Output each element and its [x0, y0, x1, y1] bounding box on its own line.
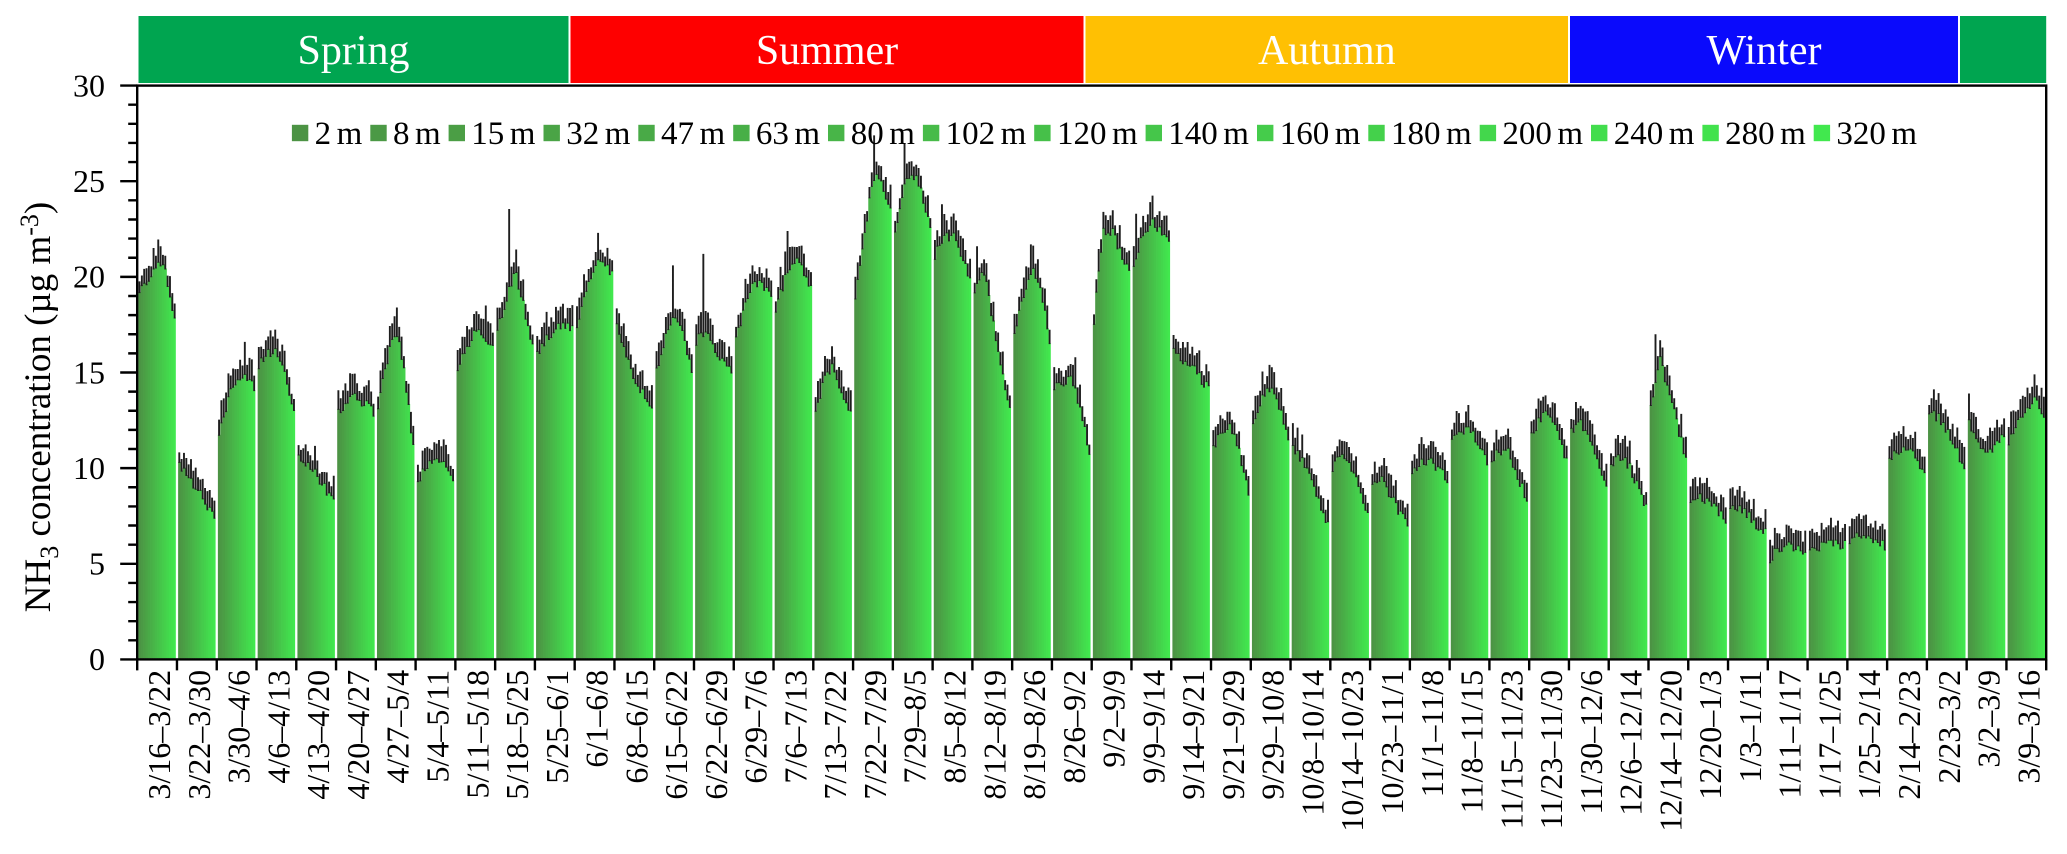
svg-text:9/21–9/29: 9/21–9/29 — [1215, 670, 1251, 800]
svg-text:11/1–11/8: 11/1–11/8 — [1414, 670, 1450, 797]
svg-text:6/15–6/22: 6/15–6/22 — [658, 670, 694, 800]
svg-text:1/17–1/25: 1/17–1/25 — [1812, 670, 1848, 800]
svg-text:32m: 32 m — [566, 116, 631, 152]
svg-text:4/20–4/27: 4/20–4/27 — [340, 670, 376, 800]
svg-text:NH3 concentration (µg m-3): NH3 concentration (µg m-3) — [15, 202, 64, 612]
svg-text:8m: 8m — [393, 116, 441, 152]
svg-text:4/6–4/13: 4/6–4/13 — [260, 670, 296, 784]
svg-text:1/25–2/14: 1/25–2/14 — [1851, 670, 1887, 800]
svg-text:30: 30 — [73, 67, 105, 103]
svg-text:6/1–6/8: 6/1–6/8 — [579, 670, 615, 768]
svg-text:80m: 80 m — [851, 116, 916, 152]
svg-text:5: 5 — [89, 546, 105, 582]
svg-text:7/29–8/5: 7/29–8/5 — [897, 670, 933, 784]
svg-text:12/6–12/14: 12/6–12/14 — [1613, 670, 1649, 816]
svg-text:Winter: Winter — [1707, 28, 1822, 74]
svg-text:25: 25 — [73, 163, 105, 199]
svg-text:11/23–11/30: 11/23–11/30 — [1533, 670, 1569, 829]
svg-text:3/22–3/30: 3/22–3/30 — [181, 670, 217, 800]
svg-text:5/4–5/11: 5/4–5/11 — [420, 670, 456, 783]
svg-text:10: 10 — [73, 450, 105, 486]
svg-text:10/14–10/23: 10/14–10/23 — [1334, 670, 1370, 832]
svg-text:11/8–11/15: 11/8–11/15 — [1454, 670, 1490, 813]
svg-text:Spring: Spring — [297, 28, 409, 74]
svg-text:6/8–6/15: 6/8–6/15 — [618, 670, 654, 784]
svg-text:2/23–3/2: 2/23–3/2 — [1931, 670, 1967, 784]
svg-text:9/9–9/14: 9/9–9/14 — [1135, 670, 1171, 784]
svg-text:15: 15 — [73, 354, 105, 390]
svg-text:2m: 2m — [315, 116, 363, 152]
svg-text:3/16–3/22: 3/16–3/22 — [141, 670, 177, 800]
svg-text:12/20–1/3: 12/20–1/3 — [1692, 670, 1728, 800]
svg-text:10/8–10/14: 10/8–10/14 — [1294, 670, 1330, 816]
svg-text:11/30–12/6: 11/30–12/6 — [1573, 670, 1609, 815]
svg-text:47m: 47 m — [661, 116, 726, 152]
svg-text:10/23–11/1: 10/23–11/1 — [1374, 670, 1410, 815]
svg-text:6/22–6/29: 6/22–6/29 — [698, 670, 734, 800]
svg-text:4/13–4/20: 4/13–4/20 — [300, 670, 336, 800]
svg-text:9/2–9/9: 9/2–9/9 — [1096, 670, 1132, 768]
svg-text:8/5–8/12: 8/5–8/12 — [937, 670, 973, 784]
svg-text:7/6–7/13: 7/6–7/13 — [777, 670, 813, 784]
svg-text:8/26–9/2: 8/26–9/2 — [1056, 670, 1092, 784]
svg-text:7/22–7/29: 7/22–7/29 — [857, 670, 893, 800]
svg-text:0: 0 — [89, 641, 105, 677]
svg-text:Autumn: Autumn — [1258, 28, 1396, 74]
svg-text:9/14–9/21: 9/14–9/21 — [1175, 670, 1211, 800]
svg-text:1/3–1/11: 1/3–1/11 — [1732, 670, 1768, 783]
svg-text:20: 20 — [73, 259, 105, 295]
svg-text:4/27–5/4: 4/27–5/4 — [380, 670, 416, 784]
svg-text:15m: 15 m — [471, 116, 536, 152]
svg-text:6/29–7/6: 6/29–7/6 — [738, 670, 774, 784]
svg-text:3/9–3/16: 3/9–3/16 — [2010, 670, 2046, 784]
svg-text:Summer: Summer — [756, 28, 898, 74]
svg-text:3/2–3/9: 3/2–3/9 — [1971, 670, 2007, 768]
svg-text:9/29–10/8: 9/29–10/8 — [1255, 670, 1291, 800]
svg-text:3/30–4/6: 3/30–4/6 — [221, 670, 257, 784]
svg-text:7/13–7/22: 7/13–7/22 — [817, 670, 853, 800]
svg-text:5/18–5/25: 5/18–5/25 — [499, 670, 535, 800]
svg-text:8/12–8/19: 8/12–8/19 — [976, 670, 1012, 800]
svg-text:2/14–2/23: 2/14–2/23 — [1891, 670, 1927, 800]
svg-text:12/14–12/20: 12/14–12/20 — [1652, 670, 1688, 832]
svg-text:5/25–6/1: 5/25–6/1 — [539, 670, 575, 784]
svg-text:1/11–1/17: 1/11–1/17 — [1772, 670, 1808, 799]
svg-text:8/19–8/26: 8/19–8/26 — [1016, 670, 1052, 800]
svg-text:5/11–5/18: 5/11–5/18 — [459, 670, 495, 799]
svg-text:63m: 63 m — [756, 116, 821, 152]
svg-text:11/15–11/23: 11/15–11/23 — [1493, 670, 1529, 829]
